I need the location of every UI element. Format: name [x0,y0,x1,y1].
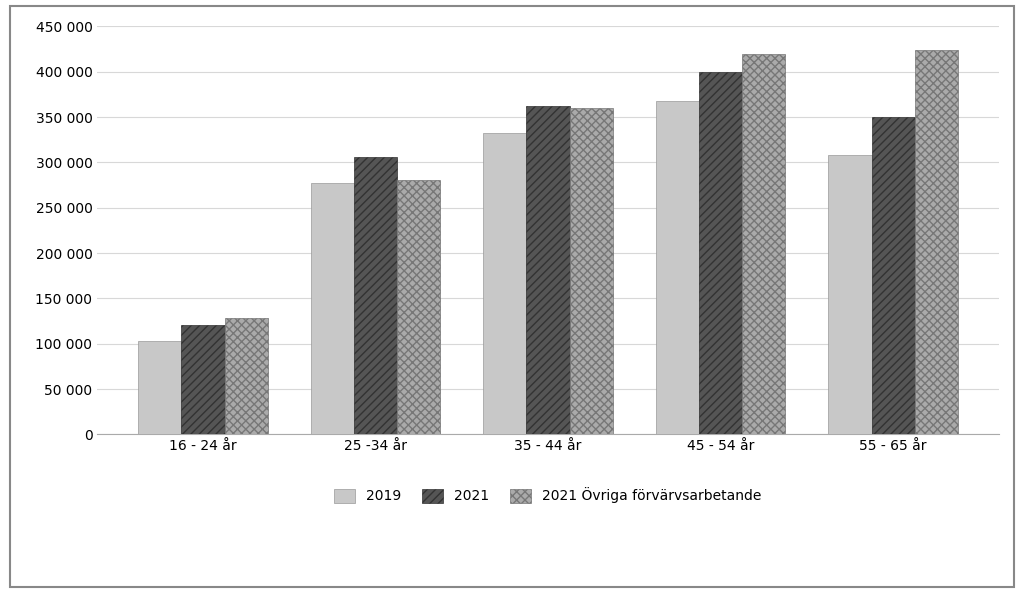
Bar [354,157,397,434]
Bar [914,50,957,434]
Bar [871,117,914,434]
Bar [656,101,699,434]
Legend: 2019, 2021, 2021 Övriga förvärvsarbetande: 2019, 2021, 2021 Övriga förvärvsarbetand… [329,482,767,509]
Bar [311,183,354,434]
Bar [526,106,569,434]
Bar [397,180,440,434]
Bar [138,341,181,434]
Bar [569,108,612,434]
Bar [828,155,871,434]
Bar [483,133,526,434]
Bar [181,324,224,434]
Bar [742,53,785,434]
Bar [699,72,742,434]
Bar [224,318,267,434]
